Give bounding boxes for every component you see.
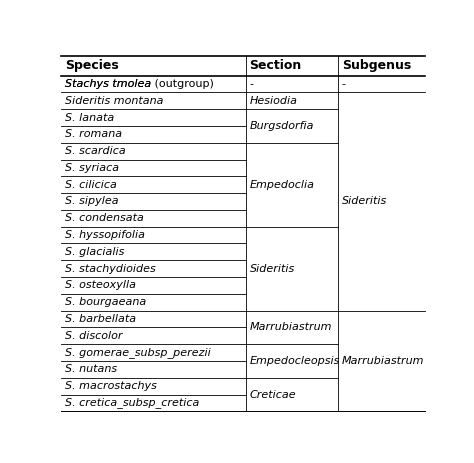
- Text: Sideritis: Sideritis: [249, 263, 295, 274]
- Text: Creticae: Creticae: [249, 389, 296, 400]
- Text: S. romana: S. romana: [65, 129, 122, 139]
- Text: S. macrostachys: S. macrostachys: [65, 381, 156, 391]
- Text: S. cretica_subsp_cretica: S. cretica_subsp_cretica: [65, 398, 199, 408]
- Text: -: -: [342, 79, 346, 89]
- Text: Species: Species: [65, 59, 118, 72]
- Text: S. gomerae_subsp_perezii: S. gomerae_subsp_perezii: [65, 347, 210, 358]
- Text: S. scardica: S. scardica: [65, 146, 126, 156]
- Text: Section: Section: [249, 59, 302, 72]
- Text: S. barbellata: S. barbellata: [65, 314, 136, 324]
- Text: Stachys tmolea: Stachys tmolea: [65, 79, 151, 89]
- Text: S. sipylea: S. sipylea: [65, 196, 118, 206]
- Text: Hesiodia: Hesiodia: [249, 96, 298, 106]
- Text: Sideritis: Sideritis: [342, 196, 387, 206]
- Text: S. cilicica: S. cilicica: [65, 180, 117, 190]
- Text: Empedocleopsis: Empedocleopsis: [249, 356, 340, 366]
- Text: Marrubiastrum: Marrubiastrum: [249, 322, 332, 332]
- Text: S. stachydioides: S. stachydioides: [65, 263, 155, 274]
- Text: Marrubiastrum: Marrubiastrum: [342, 356, 424, 366]
- Text: S. lanata: S. lanata: [65, 113, 114, 123]
- Text: S. nutans: S. nutans: [65, 364, 117, 375]
- Text: Subgenus: Subgenus: [342, 59, 411, 72]
- Text: -: -: [249, 79, 254, 89]
- Text: S. bourgaeana: S. bourgaeana: [65, 297, 146, 307]
- Text: (outgroup): (outgroup): [151, 79, 214, 89]
- Text: S. glacialis: S. glacialis: [65, 247, 124, 257]
- Text: Empedoclia: Empedoclia: [249, 180, 315, 190]
- Text: Sideritis montana: Sideritis montana: [65, 96, 163, 106]
- Text: Stachys tmolea: Stachys tmolea: [65, 79, 151, 89]
- Text: Burgsdorfia: Burgsdorfia: [249, 121, 314, 131]
- Text: S. condensata: S. condensata: [65, 213, 144, 223]
- Text: S. syriaca: S. syriaca: [65, 163, 119, 173]
- Text: S. osteoxylla: S. osteoxylla: [65, 281, 136, 290]
- Text: S. hyssopifolia: S. hyssopifolia: [65, 230, 145, 240]
- Text: S. discolor: S. discolor: [65, 331, 122, 341]
